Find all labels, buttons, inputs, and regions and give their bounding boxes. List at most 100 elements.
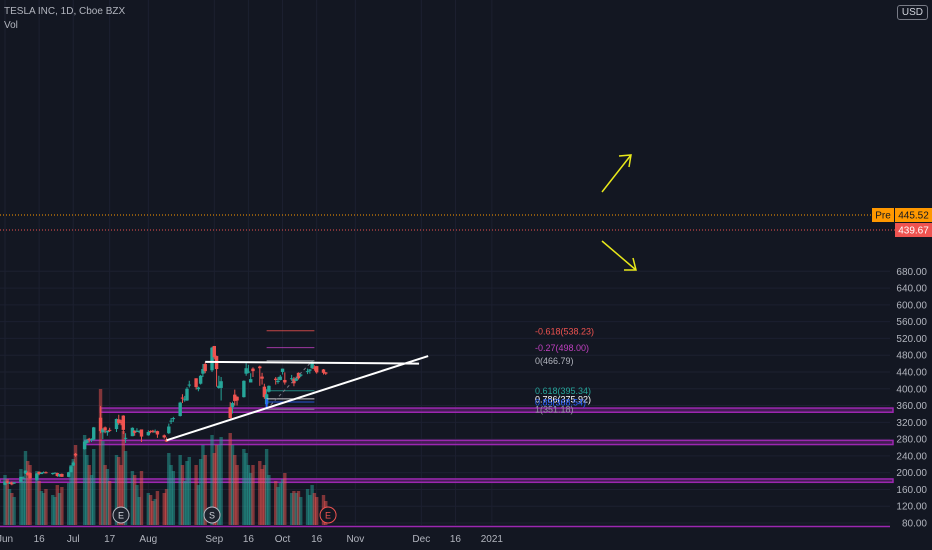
volume-bar [230, 445, 235, 525]
x-tick-label: 16 [34, 534, 46, 545]
candle-body [98, 417, 103, 432]
volume-bar [23, 451, 28, 525]
candle-body [44, 472, 48, 474]
volume-bar [35, 471, 39, 525]
candle-body [12, 482, 16, 484]
symbol-title[interactable]: TESLA INC, 1D, Cboe BZX [4, 6, 126, 17]
volume-bar [201, 445, 205, 525]
fib-level-label: 0.786(375.92) [535, 394, 591, 404]
volume-bar [308, 495, 312, 525]
trendline[interactable] [205, 360, 420, 365]
fib-level-label: 0.85(368.54) [535, 397, 586, 407]
volume-bar [294, 493, 298, 525]
volume-bar [87, 465, 91, 525]
volume-indicator-label[interactable]: Vol [4, 20, 18, 31]
candle-body [276, 380, 280, 383]
fibonacci-retracement[interactable]: -0.618(538.23) -0.27(498.00) 0(466.79) 0.61… [265, 326, 594, 415]
volume-bar [105, 469, 110, 525]
candle-body [87, 438, 91, 440]
trendline[interactable] [166, 355, 429, 442]
y-tick-label: 520.00 [896, 334, 927, 345]
candle-body [203, 364, 207, 372]
event-marker-split[interactable] [203, 506, 221, 524]
candle-body [105, 430, 110, 433]
x-tick-label: 16 [450, 534, 462, 545]
candle-body [162, 435, 166, 438]
down-arrow [601, 240, 637, 271]
candle-body [171, 418, 176, 420]
volume-bar [292, 491, 296, 525]
volume-bar [139, 471, 144, 525]
candle-body [26, 472, 30, 475]
candle-body [146, 431, 151, 436]
trendlines[interactable] [166, 355, 429, 442]
pre-value-bg [895, 208, 932, 222]
x-tick-label: Jul [67, 534, 80, 545]
volume-bar [242, 449, 246, 525]
volume-bar [203, 455, 207, 525]
volume-bar [246, 465, 251, 525]
candle-body [67, 472, 71, 477]
candle-body [201, 369, 205, 374]
candle-body [7, 482, 12, 484]
volume-bar [305, 489, 310, 525]
volume-bar [280, 479, 285, 525]
volume-bar [178, 455, 182, 525]
event-marker-label: S [209, 511, 215, 521]
candle-body [103, 427, 107, 431]
volume-bar [148, 495, 153, 525]
candle-body [183, 399, 187, 401]
event-marker-earnings-upcoming[interactable] [319, 506, 337, 524]
candle-body [57, 473, 62, 477]
candle-body [217, 385, 221, 388]
last-price: 439.67 [898, 226, 929, 237]
volume-bar [103, 465, 107, 525]
support-zone [99, 407, 894, 414]
x-tick-label: 16 [311, 534, 323, 545]
up-arrow [601, 154, 632, 193]
volume-bar [60, 487, 64, 525]
fib-level-label: 0.618(395.34) [535, 386, 591, 396]
candle-body [235, 396, 239, 401]
volume-bar [51, 495, 55, 525]
currency-button[interactable]: USD [896, 5, 928, 20]
volume-bar [3, 475, 7, 525]
y-tick-label: 480.00 [896, 351, 927, 362]
candle-body [89, 439, 94, 441]
x-tick-label: Nov [346, 534, 364, 545]
up-arrow-head [618, 154, 632, 168]
event-marker-earnings[interactable] [112, 506, 130, 524]
candle-body [169, 420, 173, 422]
y-tick-label: 560.00 [896, 317, 927, 328]
fib-trend-line[interactable] [266, 360, 313, 410]
candle-body [28, 473, 32, 479]
volume-bar [249, 473, 253, 525]
candle-body [294, 378, 298, 381]
volume-bar [153, 499, 157, 525]
candle-body [5, 481, 9, 483]
candle-body [180, 397, 185, 399]
candle-body [132, 430, 137, 433]
y-tick-label: 200.00 [896, 468, 927, 479]
candle-body [267, 385, 271, 392]
volume-bar [194, 465, 198, 525]
volume-bar [258, 461, 262, 525]
volume-bar [169, 465, 173, 525]
volume-bar [137, 497, 141, 525]
volume-bar [262, 465, 267, 525]
volume-bar [278, 483, 282, 525]
volume-bar [5, 479, 9, 525]
volume-bar [187, 457, 191, 525]
candle-body [39, 473, 44, 475]
candle-body [107, 429, 112, 431]
candle-body [314, 366, 319, 373]
y-tick-label: 680.00 [896, 267, 927, 278]
volume-bar [67, 483, 71, 525]
volume-bar [121, 431, 125, 525]
candle-body [19, 476, 23, 482]
x-tick-label: Jun [0, 534, 13, 545]
volume-bar [155, 491, 160, 525]
volume-bar [71, 459, 75, 525]
